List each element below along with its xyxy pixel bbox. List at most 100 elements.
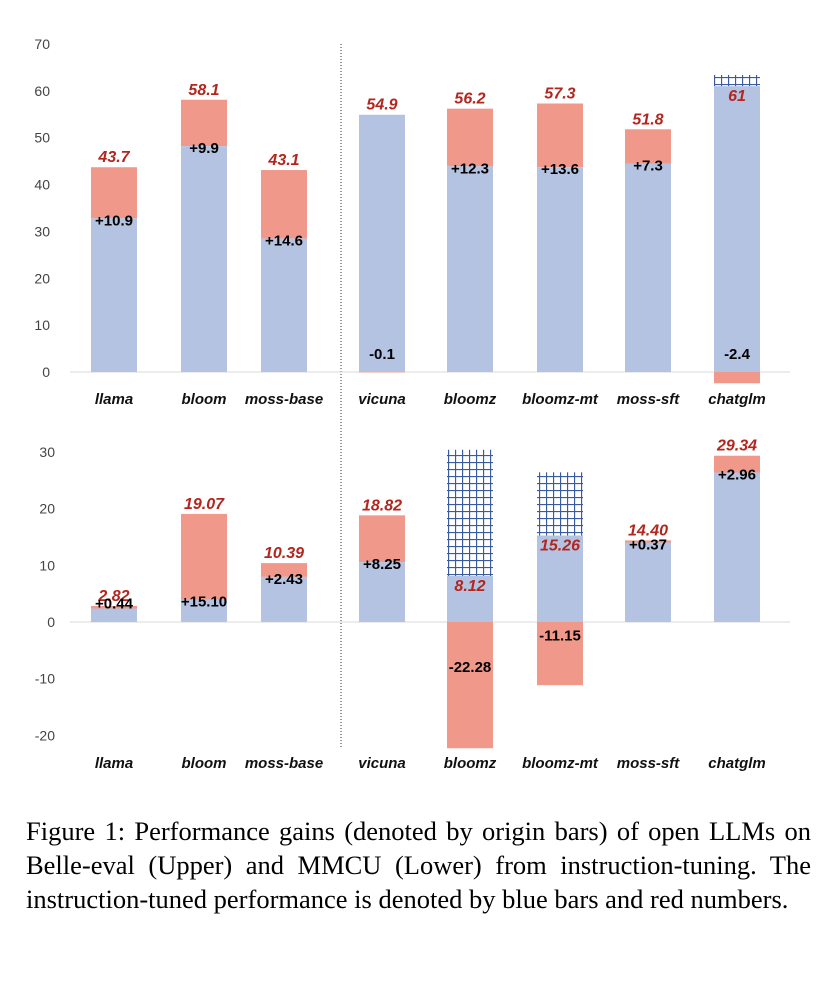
- category-label: bloom: [182, 391, 227, 408]
- base-bar-bloomz-mt: [537, 535, 583, 622]
- y-tick-label: 30: [39, 444, 55, 460]
- total-label: 10.39: [264, 545, 304, 562]
- y-tick-label: 0: [47, 614, 55, 630]
- y-tick-label: 50: [34, 130, 50, 146]
- total-label: 51.8: [632, 111, 663, 128]
- total-label: 54.9: [366, 96, 397, 113]
- category-label: llama: [95, 755, 133, 772]
- total-label: 43.7: [97, 149, 130, 166]
- figure-caption: Figure 1: Performance gains (denoted by …: [26, 816, 811, 914]
- category-label: bloomz: [444, 391, 497, 408]
- lower-chart-mmcu: 30 20 10 0 -10 -20 2.82+0.44 llama 19.07 +15.10 bl…: [35, 438, 790, 772]
- y-tick-label: 30: [34, 223, 50, 239]
- decline-hatch-bloomz: [447, 449, 493, 576]
- category-label: bloomz-mt: [522, 755, 599, 772]
- gain-bar-bloomz-mt: [537, 103, 583, 168]
- total-label: 57.3: [544, 86, 575, 103]
- gain-bar-bloomz: [447, 622, 493, 749]
- total-label: 8.12: [454, 578, 485, 595]
- category-label: bloomz-mt: [522, 391, 599, 408]
- category-label: bloomz: [444, 755, 497, 772]
- category-label: moss-base: [245, 391, 323, 408]
- gain-bar-llama: [91, 606, 137, 609]
- gain-bar-moss-base: [261, 563, 307, 577]
- gain-label: +2.43: [265, 571, 303, 588]
- figure: 70 60 50 40 30 20 10 0 43.7 +10.9 llama 58.1 +9.9 blo…: [34, 36, 790, 772]
- total-label: 15.26: [540, 538, 580, 555]
- base-bar-llama: [91, 218, 137, 372]
- gain-label: -0.1: [369, 346, 395, 363]
- y-tick-label: 40: [34, 177, 50, 193]
- y-tick-label: 70: [34, 36, 50, 52]
- base-bar-bloomz-mt: [537, 167, 583, 372]
- gain-bar-bloomz-mt: [537, 622, 583, 686]
- base-bar-moss-sft: [625, 542, 671, 622]
- base-bar-chatglm: [714, 86, 760, 373]
- total-label: 29.34: [716, 438, 757, 455]
- decline-hatch-chatglm: [714, 74, 760, 87]
- gain-label: -22.28: [449, 659, 492, 676]
- gain-bar-chatglm: [714, 455, 760, 473]
- total-label: 19.07: [184, 496, 225, 513]
- category-label: chatglm: [708, 391, 766, 408]
- gain-bar-chatglm: [714, 372, 760, 384]
- category-label: vicuna: [358, 391, 406, 408]
- y-tick-label: 10: [34, 317, 50, 333]
- total-label: 14.40: [628, 522, 668, 539]
- y-tick-label: 20: [39, 501, 55, 517]
- gain-label: -2.4: [724, 346, 751, 363]
- category-label: moss-base: [245, 755, 323, 772]
- category-label: vicuna: [358, 755, 406, 772]
- total-label: 61: [728, 88, 746, 105]
- base-bar-moss-base: [261, 238, 307, 372]
- total-label: 58.1: [188, 82, 219, 99]
- y-tick-label: 0: [42, 364, 50, 380]
- gain-label: +8.25: [363, 556, 401, 573]
- base-bar-llama: [91, 608, 137, 622]
- total-label: 43.1: [267, 152, 299, 169]
- y-tick-label: -20: [35, 727, 55, 743]
- base-bar-vicuna: [359, 562, 405, 622]
- gain-label: +2.96: [718, 467, 756, 484]
- total-label: 2.82: [97, 588, 129, 605]
- gain-label: +9.9: [189, 140, 219, 157]
- decline-hatch-bloomz-mt: [537, 472, 583, 536]
- gain-label: -11.15: [539, 628, 581, 645]
- gain-label: +0.37: [629, 536, 667, 553]
- y-tick-label: 60: [34, 83, 50, 99]
- upper-chart-belle-eval: 70 60 50 40 30 20 10 0 43.7 +10.9 llama 58.1 +9.9 blo…: [34, 36, 790, 408]
- gain-label: +15.10: [181, 594, 227, 611]
- category-label: moss-sft: [617, 391, 681, 408]
- y-tick-label: -10: [35, 671, 55, 687]
- total-label: 56.2: [454, 91, 485, 108]
- gain-bar-llama: [91, 167, 137, 219]
- category-label: chatglm: [708, 755, 766, 772]
- base-bar-bloom: [181, 146, 227, 372]
- category-label: bloom: [182, 755, 227, 772]
- gain-bar-moss-base: [261, 170, 307, 239]
- base-bar-vicuna: [359, 114, 405, 373]
- gain-bar-moss-sft: [625, 129, 671, 164]
- gain-label: +13.6: [541, 161, 579, 178]
- gain-bar-vicuna: [359, 515, 405, 563]
- gain-bar-moss-sft: [625, 540, 671, 543]
- base-bar-chatglm: [714, 472, 760, 622]
- total-label: 18.82: [362, 497, 402, 514]
- y-tick-label: 10: [39, 557, 55, 573]
- base-bar-bloomz: [447, 575, 493, 622]
- gain-label: +12.3: [451, 160, 489, 177]
- gain-label: +7.3: [633, 157, 663, 174]
- category-label: llama: [95, 391, 133, 408]
- gain-label: +10.9: [95, 212, 133, 229]
- category-label: moss-sft: [617, 755, 681, 772]
- gain-bar-bloomz: [447, 108, 493, 167]
- gain-label: +14.6: [265, 232, 303, 249]
- gain-bar-bloom: [181, 99, 227, 147]
- base-bar-moss-sft: [625, 163, 671, 372]
- gain-bar-bloom: [181, 513, 227, 600]
- base-bar-bloomz: [447, 166, 493, 372]
- gain-label: +0.44: [95, 596, 134, 613]
- y-tick-label: 20: [34, 270, 50, 286]
- base-bar-moss-base: [261, 576, 307, 622]
- base-bar-bloom: [181, 599, 227, 622]
